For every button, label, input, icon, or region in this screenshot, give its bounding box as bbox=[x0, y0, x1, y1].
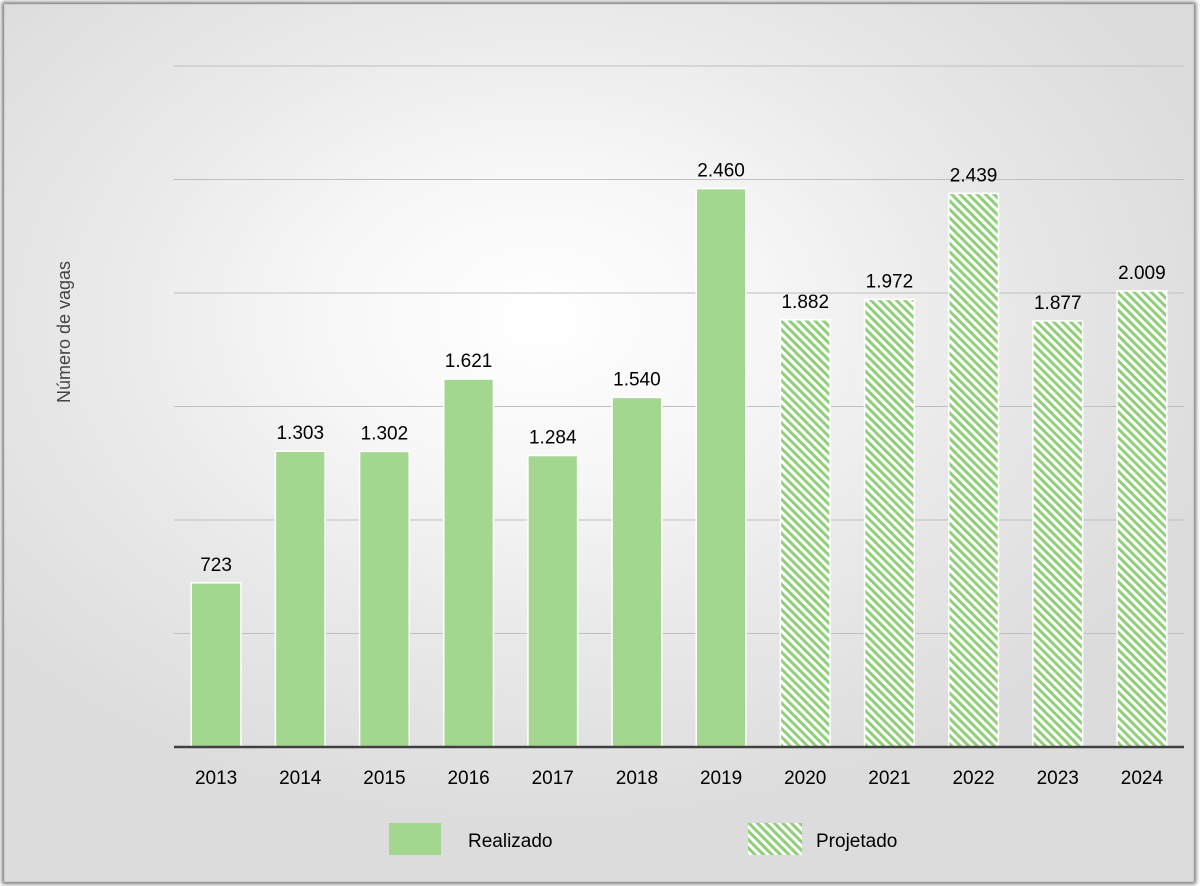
data-label-2022: 2.439 bbox=[950, 165, 998, 186]
data-label-2019: 2.460 bbox=[697, 161, 745, 182]
bar-realizado-2013 bbox=[190, 582, 242, 748]
bar-realizado-2018 bbox=[611, 396, 663, 748]
bar-realizado-2016 bbox=[443, 378, 495, 748]
data-labels: 723 1.303 1.302 1.621 1.284 1.540 2.460 1.882 1.… bbox=[200, 161, 1165, 576]
y-axis-title: Número de vagas bbox=[54, 261, 74, 403]
bar-chart: 723 1.303 1.302 1.621 1.284 1.540 2.460 1.882 1.… bbox=[54, 65, 1184, 855]
bars bbox=[190, 187, 1168, 748]
gridlines bbox=[174, 65, 1184, 634]
bar-realizado-2015 bbox=[358, 450, 410, 748]
bar-realizado-2017 bbox=[527, 454, 579, 748]
chart-frame: 723 1.303 1.302 1.621 1.284 1.540 2.460 1.882 1.… bbox=[4, 4, 1194, 882]
x-tick-label: 2022 bbox=[952, 768, 994, 789]
x-tick-label: 2023 bbox=[1037, 768, 1079, 789]
data-label-2023: 1.877 bbox=[1034, 293, 1082, 314]
legend-swatch-realizado bbox=[389, 823, 441, 855]
data-label-2014: 1.303 bbox=[276, 423, 324, 444]
x-tick-label: 2014 bbox=[279, 768, 322, 789]
bar-realizado-2014 bbox=[274, 450, 326, 748]
legend-swatch-projetado bbox=[748, 823, 802, 855]
x-tick-label: 2018 bbox=[616, 768, 658, 789]
legend-label-projetado: Projetado bbox=[816, 831, 897, 852]
legend-label-realizado: Realizado bbox=[468, 831, 553, 852]
data-label-2013: 723 bbox=[200, 555, 232, 576]
x-tick-label: 2016 bbox=[447, 768, 489, 789]
bar-projetado-2023 bbox=[1032, 320, 1084, 748]
bar-projetado-2024 bbox=[1116, 290, 1168, 748]
data-label-2021: 1.972 bbox=[866, 271, 914, 292]
x-tick-label: 2015 bbox=[363, 768, 405, 789]
data-label-2020: 1.882 bbox=[781, 292, 829, 313]
data-label-2017: 1.284 bbox=[529, 428, 577, 449]
x-tick-label: 2021 bbox=[868, 768, 910, 789]
x-tick-label: 2019 bbox=[700, 768, 742, 789]
data-label-2018: 1.540 bbox=[613, 369, 661, 390]
x-axis: 2013 2014 2015 2016 2017 2018 2019 2020 2021 2022… bbox=[174, 745, 1184, 789]
x-tick-label: 2024 bbox=[1121, 768, 1164, 789]
bar-projetado-2020 bbox=[779, 319, 831, 748]
bar-realizado-2019 bbox=[695, 187, 747, 748]
bar-projetado-2021 bbox=[863, 298, 915, 748]
x-tick-label: 2013 bbox=[195, 768, 237, 789]
x-tick-label: 2020 bbox=[784, 768, 826, 789]
legend: Realizado Projetado bbox=[389, 823, 897, 855]
data-label-2015: 1.302 bbox=[361, 423, 409, 444]
data-label-2024: 2.009 bbox=[1118, 263, 1166, 284]
bar-projetado-2022 bbox=[948, 192, 1000, 748]
data-label-2016: 1.621 bbox=[445, 351, 493, 372]
x-tick-label: 2017 bbox=[532, 768, 574, 789]
